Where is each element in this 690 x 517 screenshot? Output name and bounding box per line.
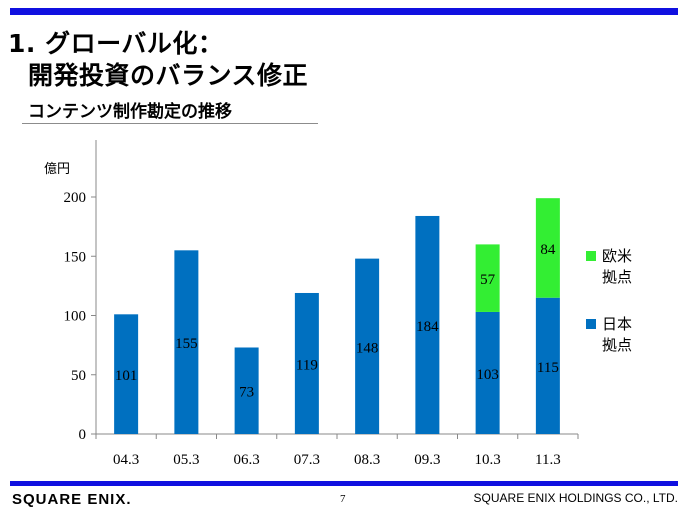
bar-data-label: 101: [115, 368, 138, 384]
x-tick-label: 11.3: [535, 452, 561, 468]
bar-data-label: 73: [239, 385, 254, 401]
x-tick-label: 09.3: [414, 452, 440, 468]
bar-overseas: [535, 198, 560, 298]
bar-japan: [114, 314, 139, 434]
y-tick-label: 50: [71, 368, 86, 384]
section-subtitle: コンテンツ制作勘定の推移: [28, 102, 232, 122]
bar-data-label: 103: [476, 367, 499, 383]
page-number: 7: [340, 493, 346, 505]
bar-data-label: 84: [540, 242, 556, 258]
company-logo: SQUARE ENIX.: [12, 491, 132, 508]
header-accent-bar: [10, 8, 678, 15]
x-tick-label: 10.3: [475, 452, 501, 468]
legend-item-japan: 日本 拠点: [586, 314, 632, 356]
x-tick-label: 08.3: [354, 452, 380, 468]
bar-japan: [294, 292, 319, 434]
y-axis-unit-label: 億円: [44, 162, 71, 177]
bar-data-label: 57: [480, 272, 496, 288]
bar-japan: [174, 250, 199, 434]
page-title-line1: 1. グローバル化：: [8, 29, 224, 58]
x-tick-label: 07.3: [294, 452, 320, 468]
bar-japan: [234, 347, 259, 434]
bar-overseas: [475, 244, 500, 312]
bar-japan: [415, 215, 440, 434]
y-tick-label: 200: [64, 190, 87, 206]
bar-japan: [535, 297, 560, 434]
bar-data-label: 184: [416, 319, 439, 335]
bar-data-label: 148: [356, 340, 379, 356]
y-tick-label: 150: [64, 249, 87, 265]
x-tick-label: 06.3: [234, 452, 260, 468]
legend-item-overseas: 欧米 拠点: [586, 246, 632, 288]
bar-data-label: 155: [175, 336, 198, 352]
x-tick-label: 05.3: [173, 452, 199, 468]
bar-japan: [355, 258, 380, 434]
bar-japan: [475, 311, 500, 434]
legend-swatch-japan: [586, 319, 596, 329]
legend-swatch-overseas: [586, 251, 596, 261]
x-tick-label: 04.3: [113, 452, 139, 468]
page-title-line2: 開発投資のバランス修正: [28, 61, 309, 90]
subtitle-divider: [22, 123, 318, 124]
bar-data-label: 119: [296, 357, 318, 373]
company-name: SQUARE ENIX HOLDINGS CO., LTD.: [473, 491, 678, 505]
footer-accent-bar: [10, 481, 678, 486]
legend-label-japan: 日本 拠点: [602, 315, 633, 354]
legend-label-overseas: 欧米 拠点: [602, 247, 633, 286]
bar-data-label: 115: [537, 360, 559, 376]
y-tick-label: 0: [79, 427, 87, 443]
y-tick-label: 100: [64, 309, 87, 325]
